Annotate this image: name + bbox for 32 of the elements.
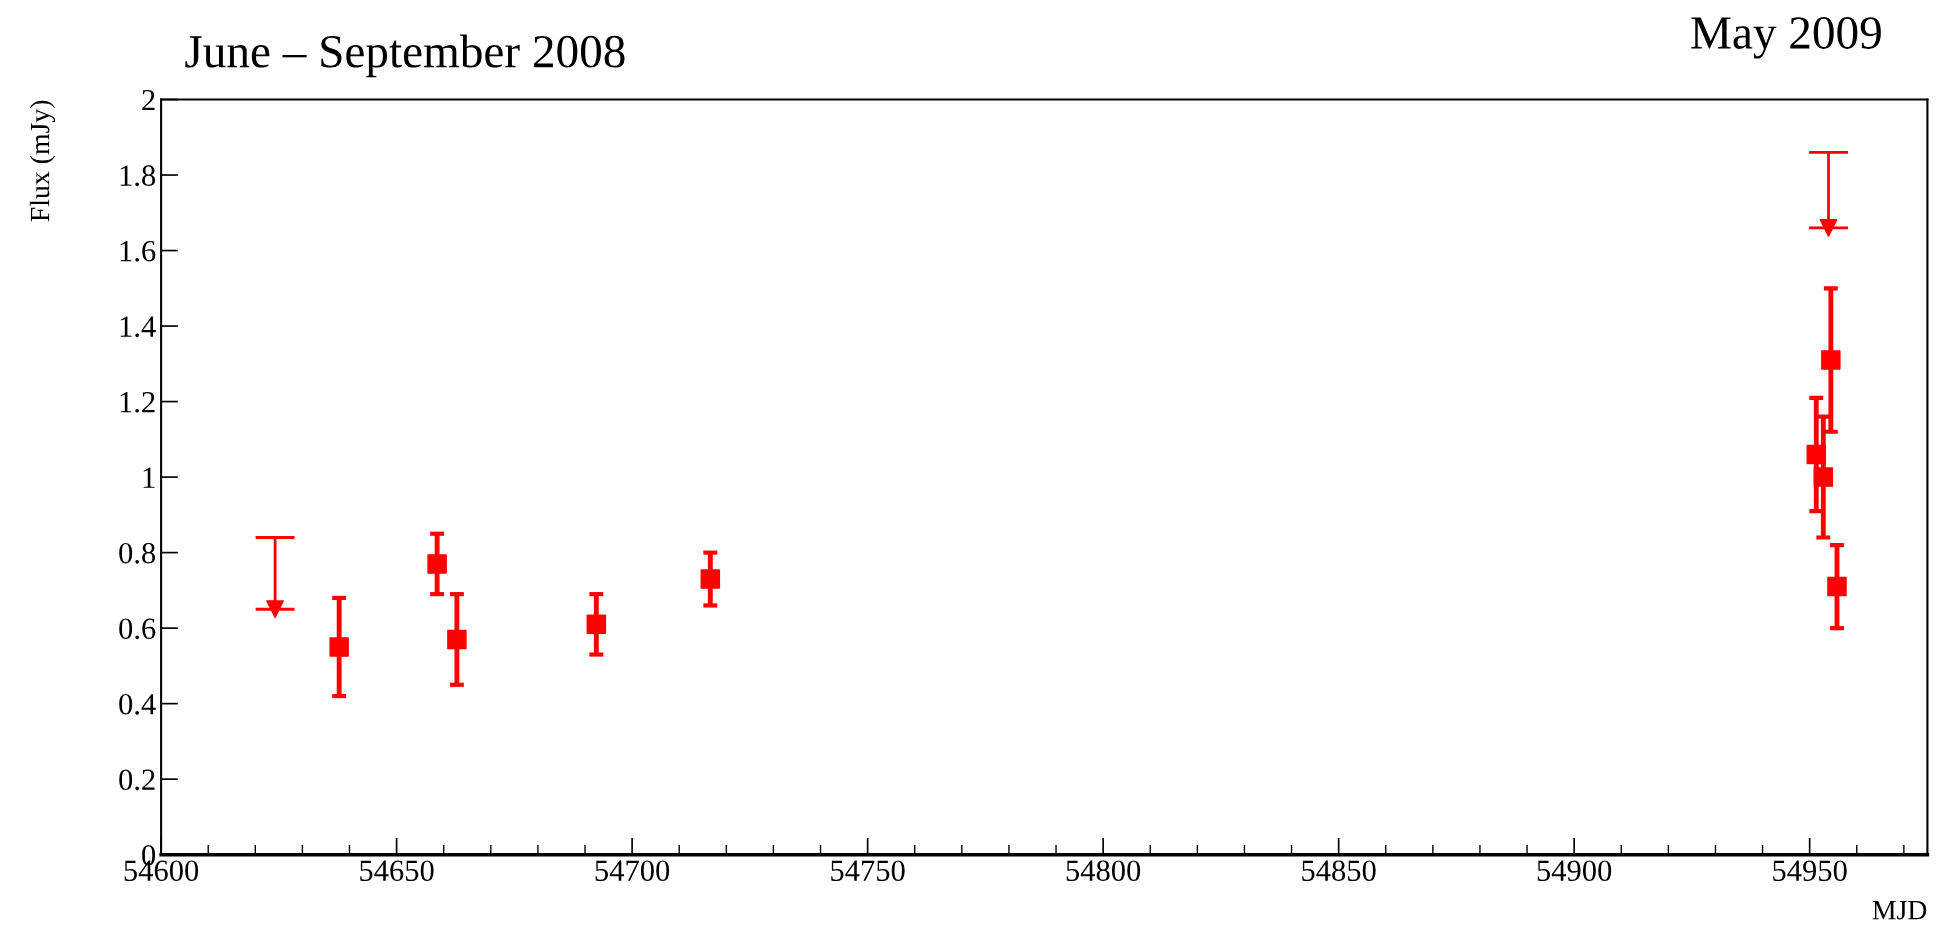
point	[266, 600, 285, 619]
y-tick-label: 1	[143, 467, 155, 488]
x-tick-label: 54700	[595, 860, 670, 882]
point	[1827, 576, 1847, 597]
x-axis-title: MJD	[1872, 901, 1927, 920]
point	[1819, 218, 1838, 237]
y-axis-title: Flux (mJy)	[29, 100, 56, 222]
x-tick-label: 54850	[1302, 860, 1376, 882]
point	[586, 614, 607, 635]
point	[447, 629, 467, 650]
point	[329, 637, 349, 657]
y-tick-label: 1.2	[120, 391, 155, 413]
point	[427, 554, 447, 574]
y-tick-label: 0.8	[119, 542, 156, 564]
y-tick-label: 0.4	[119, 693, 156, 715]
y-tick-label: 1.8	[120, 165, 156, 187]
y-tick-label: 1.4	[120, 316, 156, 338]
y-tick-label: 0.2	[119, 769, 155, 791]
point	[1821, 350, 1841, 370]
x-tick-label: 54900	[1537, 860, 1612, 882]
x-tick-label: 54750	[831, 860, 905, 882]
point	[700, 569, 721, 589]
text: June – September 2008	[185, 34, 625, 78]
x-tick-label: 54950	[1773, 860, 1847, 882]
y-tick-label: 0.6	[119, 618, 156, 640]
point	[1806, 444, 1826, 465]
y-tick-label: 1.6	[120, 240, 156, 262]
text: May 2009	[1691, 17, 1881, 59]
x-tick-label: 54800	[1066, 860, 1141, 882]
point	[1813, 467, 1834, 487]
y-tick-label: 2	[142, 89, 155, 111]
x-tick-label: 54650	[360, 860, 434, 882]
